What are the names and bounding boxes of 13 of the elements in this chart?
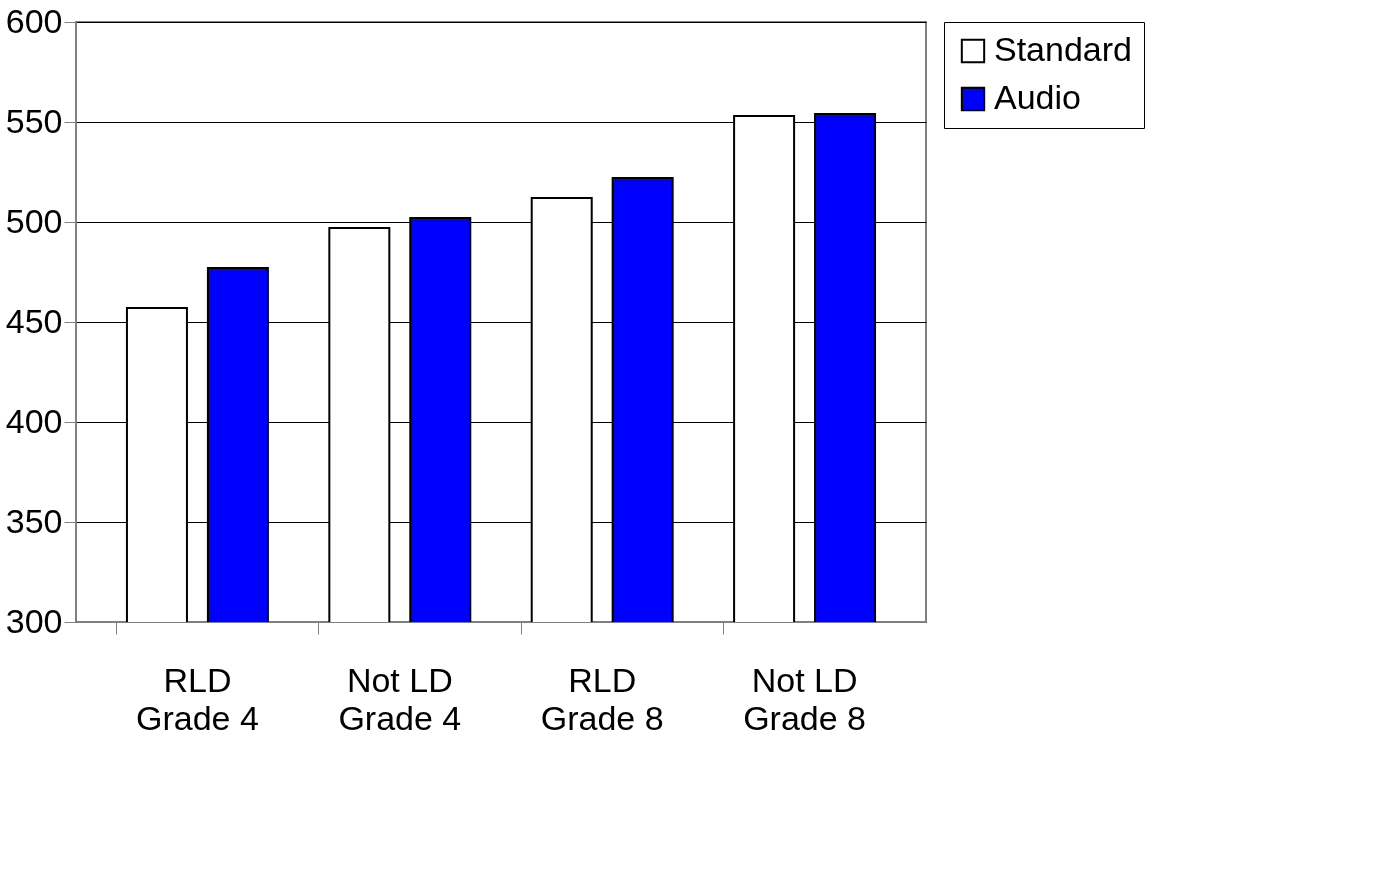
y-tick-label: 600 <box>5 1 63 40</box>
x-tick-label: Not LD Grade 4 <box>338 660 462 737</box>
y-tick-label: 550 <box>5 101 63 140</box>
legend-label: Standard <box>994 30 1132 68</box>
x-tick-label: Not LD Grade 8 <box>743 660 866 737</box>
y-tick-label: 300 <box>5 601 63 640</box>
legend-label: Audio <box>994 78 1081 116</box>
y-tick-label: 350 <box>5 501 63 540</box>
y-tick-label: 450 <box>5 301 63 340</box>
x-tick-label: RLD Grade 4 <box>136 660 259 737</box>
y-tick-label: 500 <box>5 201 63 240</box>
x-tick-label: RLD Grade 8 <box>540 660 664 737</box>
y-tick-label: 400 <box>5 401 63 440</box>
